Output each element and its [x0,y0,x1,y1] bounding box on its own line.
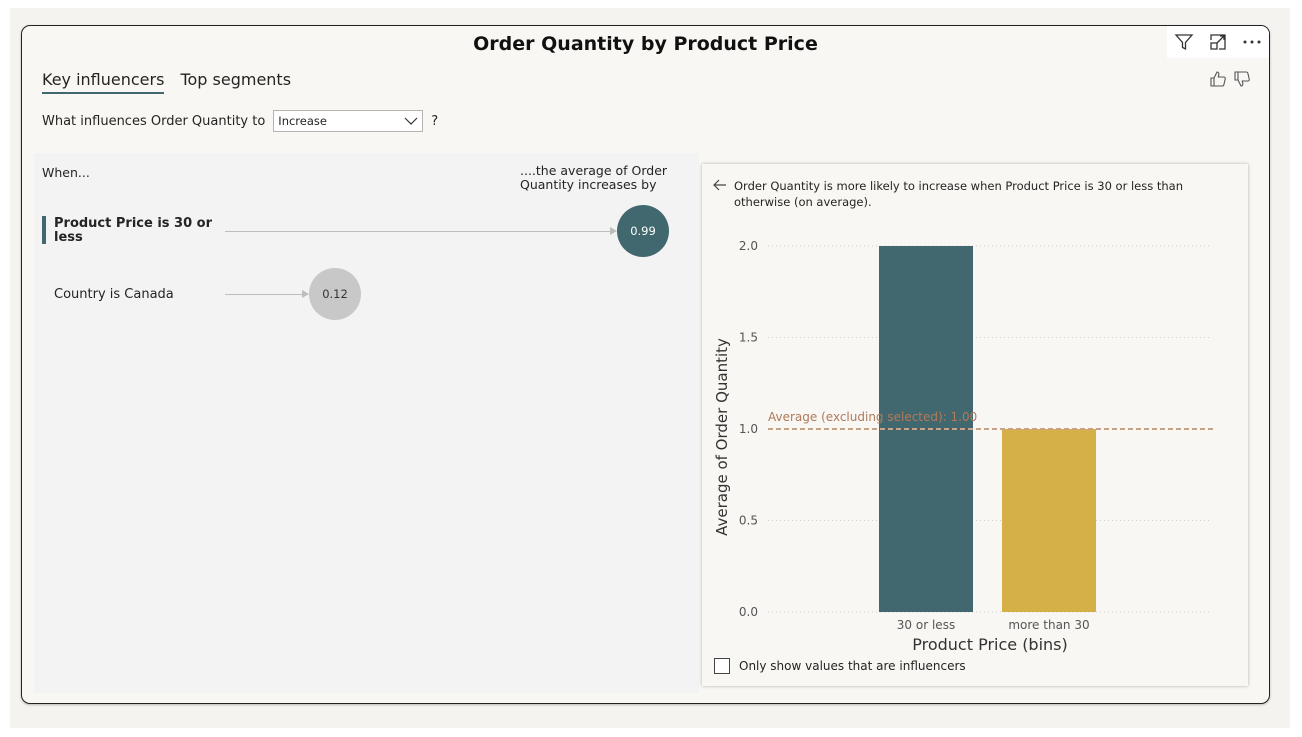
x-tick-label: 30 or less [897,618,955,632]
back-arrow-icon[interactable] [712,178,728,192]
arrow-head-icon [610,227,617,235]
selected-indicator [42,216,46,244]
influencer-connector [225,294,302,295]
thumbs-down-icon[interactable] [1233,70,1251,92]
average-reference-label: Average (excluding selected): 1.00 [768,410,977,424]
y-tick-label: 0.5 [739,514,758,528]
y-tick-label: 2.0 [739,239,758,253]
arrow-head-icon [302,290,309,298]
influencer-bubble[interactable]: 0.12 [309,268,361,320]
influencers-list-panel: When... ....the average of Order Quantit… [34,153,699,693]
direction-selected: Increase [278,114,327,128]
influencer-label[interactable]: Product Price is 30 or less [54,216,212,245]
chevron-down-icon [404,117,418,125]
influence-question: What influences Order Quantity to Increa… [42,110,438,132]
feedback-buttons [1209,70,1251,92]
influencer-label[interactable]: Country is Canada [54,287,174,302]
y-tick-label: 1.5 [739,331,758,345]
y-axis-title: Average of Order Quantity [713,338,731,536]
bar [879,246,973,612]
average-increase-label: ....the average of Order Quantity increa… [520,163,668,192]
x-axis-title: Product Price (bins) [912,635,1068,654]
question-prefix: What influences Order Quantity to [42,113,266,129]
influencer-bubble[interactable]: 0.99 [617,205,669,257]
more-options-icon[interactable] [1235,26,1269,58]
influencer-row[interactable]: Product Price is 30 or less 0.99 [42,205,682,257]
visual-header [1167,26,1269,58]
tab-top-segments[interactable]: Top segments [180,70,292,89]
when-label: When... [42,165,90,180]
only-influencers-checkbox[interactable] [714,658,730,674]
only-influencers-option: Only show values that are influencers [714,658,966,674]
focus-mode-icon[interactable] [1201,26,1235,58]
detail-bar-chart: 0.0 0.5 1.0 1.5 2.0 30 or less more than 30 Ave… [713,239,1216,654]
tab-bar: Key influencers Top segments [42,70,291,94]
key-influencers-visual: Order Quantity by Product Price Key infl… [21,25,1270,704]
question-mark: ? [431,113,439,129]
y-tick-label: 1.0 [739,422,758,436]
y-tick-label: 0.0 [739,605,758,619]
influencer-connector [225,231,610,232]
influencer-detail-panel: Order Quantity is more likely to increas… [702,164,1248,686]
visual-title: Order Quantity by Product Price [473,33,818,55]
direction-dropdown[interactable]: Increase [273,110,424,132]
bar [1002,429,1096,612]
thumbs-up-icon[interactable] [1209,70,1227,92]
filter-icon[interactable] [1167,26,1201,58]
only-influencers-label: Only show values that are influencers [739,659,966,673]
detail-explanation: Order Quantity is more likely to increas… [734,179,1184,209]
tab-key-influencers[interactable]: Key influencers [42,70,165,94]
influencer-row[interactable]: Country is Canada 0.12 [42,268,682,320]
x-tick-label: more than 30 [1008,618,1089,632]
